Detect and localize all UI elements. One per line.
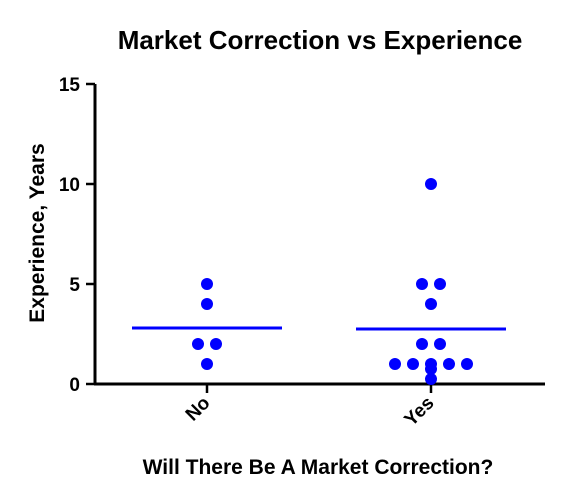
data-point [434,338,446,350]
data-point [425,298,437,310]
data-point [425,363,437,375]
data-points [192,178,473,385]
data-point [416,278,428,290]
y-tick-label: 5 [69,275,80,296]
data-point [192,338,204,350]
x-tick-label: No [182,393,215,426]
data-point [443,358,455,370]
chart-title: Market Correction vs Experience [118,25,523,55]
y-ticks: 0 5 10 15 [59,75,95,396]
mean-lines [132,326,506,331]
data-point [201,358,213,370]
y-tick-label: 0 [69,375,80,396]
y-axis-label: Experience, Years [26,143,49,322]
data-point [407,358,419,370]
y-tick-label: 10 [59,175,80,196]
data-point [434,278,446,290]
y-tick-label: 15 [59,75,81,96]
data-point [461,358,473,370]
x-ticks: No Yes [182,384,439,431]
data-point [389,358,401,370]
data-point [201,278,213,290]
data-point [201,298,213,310]
data-point [425,178,437,190]
data-point [416,338,428,350]
data-point [210,338,222,350]
data-point [425,373,437,385]
x-tick-label: Yes [401,393,439,431]
x-axis-label: Will There Be A Market Correction? [143,456,494,479]
